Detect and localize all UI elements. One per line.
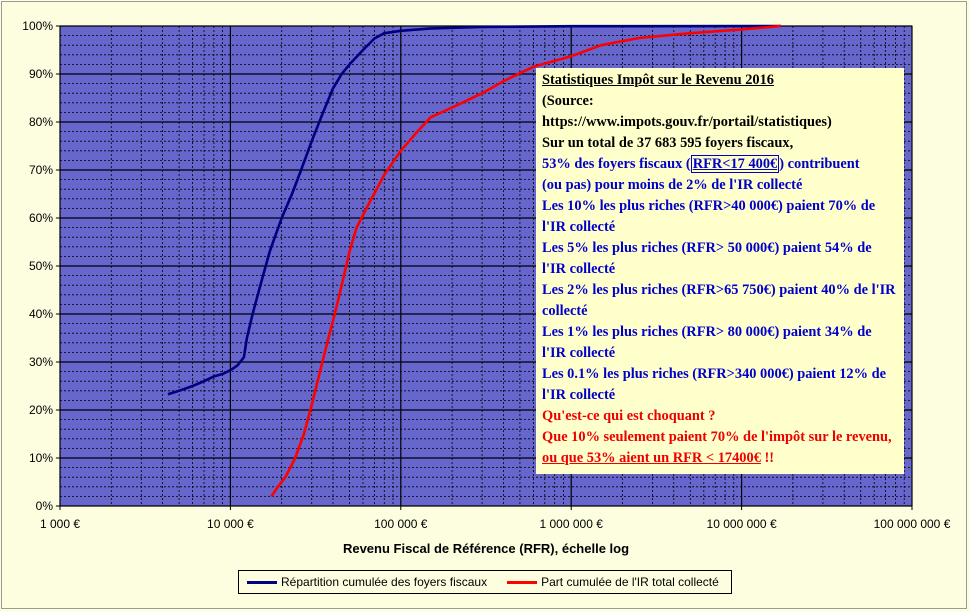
y-tick-label: 100% <box>22 19 53 33</box>
annotation-line-53: 53% des foyers fiscaux (RFR<17 400€) con… <box>542 154 898 175</box>
x-tick-label: 100 000 000 € <box>874 517 951 531</box>
x-tick-label: 10 000 000 € <box>707 517 777 531</box>
y-tick-label: 60% <box>29 211 53 225</box>
legend-label-tax: Part cumulée de l'IR total collecté <box>541 575 719 589</box>
annotation-conclusion-b: ou que 53% aient un RFR < 17400€ <box>542 450 761 466</box>
y-tick-label: 90% <box>29 67 53 81</box>
y-tick-label: 50% <box>29 259 53 273</box>
series-line-0 <box>167 24 781 396</box>
legend-swatch-households <box>247 580 277 584</box>
legend-label-households: Répartition cumulée des foyers fiscaux <box>281 575 488 589</box>
annotation-source-url: https://www.impots.gouv.fr/portail/stati… <box>542 114 832 130</box>
annotation-line-01pct: Les 0.1% les plus riches (RFR>340 000€) … <box>542 366 886 403</box>
y-tick-label: 80% <box>29 115 53 129</box>
annotation-source: (Source: <box>542 93 594 109</box>
annotation-line-10pct: Les 10% les plus riches (RFR>40 000€) pa… <box>542 198 876 235</box>
annotation-conclusion-a: Que 10% seulement paient 70% de l'impôt … <box>542 429 892 445</box>
annotation-line-53-cont: (ou pas) pour moins de 2% de l'IR collec… <box>542 177 803 193</box>
annotation-53-b: RFR<17 400€ <box>690 155 780 173</box>
annotation-box: Statistiques Impôt sur le Revenu 2016 (S… <box>536 68 904 474</box>
annotation-conclusion: Que 10% seulement paient 70% de l'impôt … <box>542 427 898 469</box>
series-line-1 <box>270 24 782 498</box>
legend-swatch-tax <box>507 580 538 584</box>
y-tick-label: 0% <box>36 499 54 513</box>
y-tick-label: 70% <box>29 163 53 177</box>
legend: Répartition cumulée des foyers fiscaux P… <box>238 570 732 594</box>
x-axis-label: Revenu Fiscal de Référence (RFR), échell… <box>342 541 630 556</box>
y-tick-label: 30% <box>29 355 53 369</box>
y-tick-label: 20% <box>29 403 53 417</box>
x-tick-label: 100 000 € <box>374 517 428 531</box>
legend-item-tax: Part cumulée de l'IR total collecté <box>507 575 719 589</box>
x-tick-label: 10 000 € <box>207 517 254 531</box>
annotation-question: Qu'est-ce qui est choquant ? <box>542 408 716 424</box>
annotation-53-a: 53% des foyers fiscaux ( <box>542 156 691 172</box>
annotation-total: Sur un total de 37 683 595 foyers fiscau… <box>542 135 794 151</box>
y-tick-label: 40% <box>29 307 53 321</box>
annotation-line-5pct: Les 5% les plus riches (RFR> 50 000€) pa… <box>542 240 872 277</box>
x-tick-label: 1 000 € <box>40 517 80 531</box>
legend-item-households: Répartition cumulée des foyers fiscaux <box>247 575 487 589</box>
annotation-title: Statistiques Impôt sur le Revenu 2016 <box>542 72 774 88</box>
x-tick-label: 1 000 000 € <box>539 517 603 531</box>
annotation-53-c: ) contribuent <box>779 156 860 172</box>
annotation-line-2pct: Les 2% les plus riches (RFR>65 750€) pai… <box>542 282 896 319</box>
annotation-line-1pct: Les 1% les plus riches (RFR> 80 000€) pa… <box>542 324 872 361</box>
annotation-conclusion-c: !! <box>760 450 775 466</box>
y-tick-label: 10% <box>29 451 53 465</box>
